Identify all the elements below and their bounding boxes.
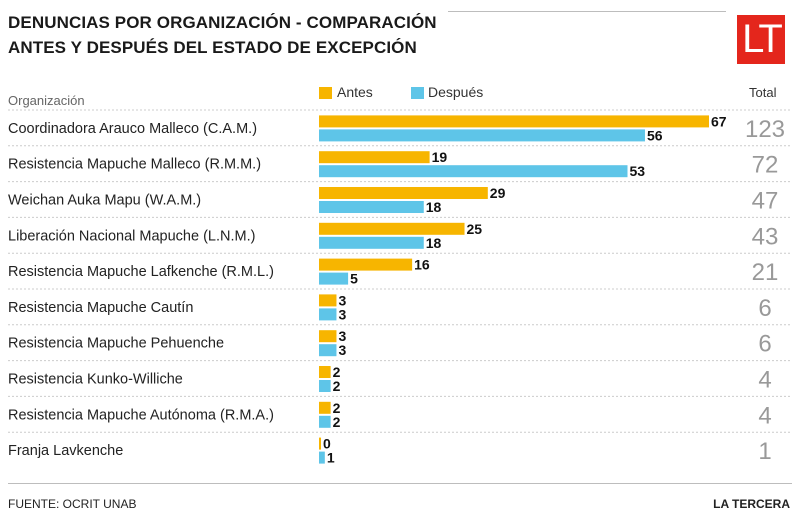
value-label-despues: 3 [338,306,346,322]
bar-antes [319,294,337,307]
total-value: 1 [758,438,771,465]
total-value: 43 [752,223,779,250]
bar-despues [319,344,337,357]
total-value: 72 [752,152,779,179]
chart-title-line-1: DENUNCIAS POR ORGANIZACIÓN - COMPARACIÓN [8,13,437,32]
value-label-despues: 18 [426,235,442,251]
bar-antes [319,151,430,164]
total-value: 21 [752,259,779,286]
legend-antes-swatch [319,87,332,99]
category-label: Liberación Nacional Mapuche (L.N.M.) [8,228,255,244]
value-label-antes: 67 [711,113,727,129]
category-label: Weichan Auka Mapu (W.A.M.) [8,193,201,209]
total-value: 47 [752,188,779,215]
legend-despues-label: Después [428,84,484,100]
total-value: 4 [758,402,771,429]
bar-antes [319,330,337,343]
bar-antes [319,401,331,414]
category-label: Resistencia Mapuche Lafkenche (R.M.L.) [8,264,274,280]
bar-despues [319,308,337,321]
category-header: Organización [8,93,85,108]
value-label-despues: 5 [350,271,358,287]
bar-despues [319,380,331,392]
bar-despues [319,415,331,428]
total-header: Total [749,85,777,100]
category-label: Resistencia Mapuche Malleco (R.M.M.) [8,157,261,173]
bar-despues [319,129,645,142]
value-label-antes: 25 [467,221,483,237]
category-label: Resistencia Kunko-Williche [8,372,183,388]
value-label-antes: 19 [432,149,448,165]
value-label-despues: 53 [630,163,646,179]
bar-antes [319,115,709,128]
value-label-despues: 18 [426,199,442,215]
category-label: Resistencia Mapuche Autónoma (R.M.A.) [8,407,274,423]
legend-despues-swatch [411,87,424,99]
value-label-antes: 29 [490,185,506,201]
bar-antes [319,366,331,378]
value-label-despues: 2 [333,414,341,430]
value-label-antes: 16 [414,257,430,273]
chart-title-line-2: ANTES Y DESPUÉS DEL ESTADO DE EXCEPCIÓN [8,38,417,57]
total-value: 6 [758,295,771,322]
value-label-antes: 0 [323,436,331,452]
bar-despues [319,272,349,285]
total-value: 4 [758,367,771,394]
bar-despues [319,236,424,249]
bar-despues [319,165,628,178]
footer-rule [8,483,792,484]
value-label-despues: 1 [327,450,335,466]
bar-antes [319,437,321,450]
value-label-antes: 3 [338,292,346,308]
category-label: Franja Lavkenche [8,443,123,459]
legend-antes-label: Antes [337,84,373,100]
total-value: 123 [745,116,785,143]
value-label-despues: 56 [647,127,663,143]
category-label: Resistencia Mapuche Pehuenche [8,336,224,352]
total-value: 6 [758,331,771,358]
value-label-despues: 2 [333,378,341,394]
bar-antes [319,187,488,199]
title-rule [448,11,726,12]
category-label: Coordinadora Arauco Malleco (C.A.M.) [8,121,257,137]
value-label-antes: 2 [333,400,341,416]
value-label-despues: 3 [338,342,346,358]
value-label-antes: 2 [333,364,341,380]
bar-antes [319,222,465,235]
value-label-antes: 3 [338,328,346,344]
category-label: Resistencia Mapuche Cautín [8,300,193,316]
bar-despues [319,451,325,464]
brand-credit: LA TERCERA [713,497,790,511]
bar-despues [319,201,424,213]
bar-antes [319,258,413,271]
source-note: FUENTE: OCRIT UNAB [8,497,137,511]
la-tercera-logo: LT [737,15,785,64]
